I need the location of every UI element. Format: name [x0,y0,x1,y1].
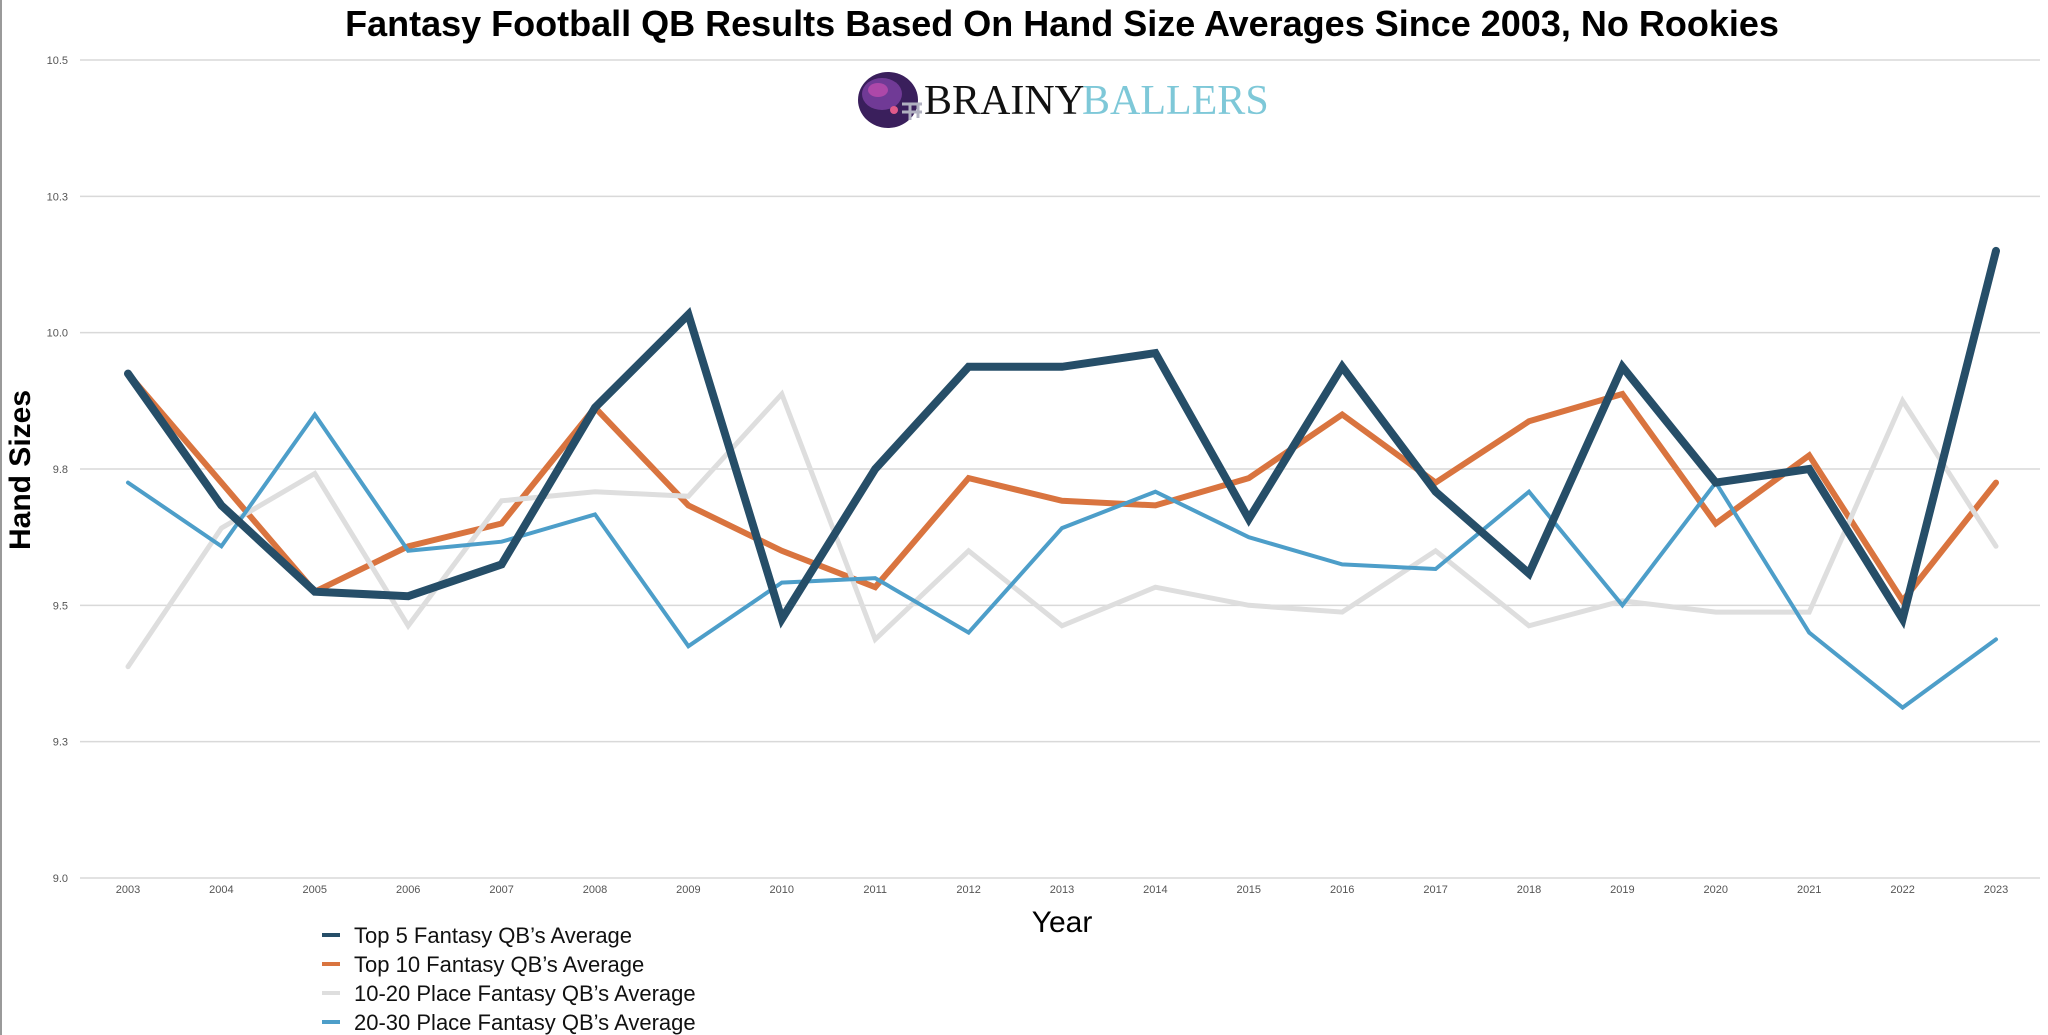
y-tick-label: 9.0 [53,873,68,885]
y-axis-label: Hand Sizes [4,390,37,550]
x-tick-labels: 2003 2004 2005 2006 2007 2008 2009 2010 2011 2012… [116,884,2008,896]
legend: Top 5 Fantasy QB’s Average Top 10 Fantasy… [322,923,696,1035]
x-tick-label: 2021 [1797,884,1821,896]
x-tick-label: 2003 [116,884,140,896]
legend-label: Top 5 Fantasy QB’s Average [354,923,632,948]
x-tick-label: 2022 [1890,884,1914,896]
x-tick-label: 2011 [863,884,887,896]
chart-title: Fantasy Football QB Results Based On Han… [345,3,1779,44]
logo-text-secondary: BALLERS [1082,78,1269,124]
x-tick-label: 2004 [209,884,233,896]
x-tick-label: 2005 [303,884,327,896]
y-tick-label: 10.5 [47,55,68,67]
series-lines [124,246,2000,711]
legend-label: 20-30 Place Fantasy QB’s Average [354,1010,696,1035]
x-tick-label: 2020 [1704,884,1728,896]
y-tick-label: 9.3 [53,737,68,749]
y-tick-label: 9.8 [53,464,68,476]
x-tick-label: 2009 [676,884,700,896]
x-tick-label: 2017 [1423,884,1447,896]
gridlines [80,59,2040,879]
football-helmet-icon [858,72,922,128]
left-frame-border [0,0,2,1035]
y-tick-label: 10.3 [47,191,68,203]
series-line-2 [126,411,1998,711]
x-tick-label: 2010 [770,884,794,896]
x-tick-label: 2008 [583,884,607,896]
brand-logo: BRAINY BALLERS [858,72,1269,128]
x-tick-label: 2015 [1237,884,1261,896]
series-line-0 [125,370,1999,606]
y-tick-label: 9.5 [53,600,68,612]
x-tick-label: 2018 [1517,884,1541,896]
series-line-3 [124,246,2000,630]
x-tick-label: 2012 [956,884,980,896]
legend-label: 10-20 Place Fantasy QB’s Average [354,981,696,1006]
legend-label: Top 10 Fantasy QB’s Average [354,952,644,977]
x-tick-label: 2007 [489,884,513,896]
logo-text-primary: BRAINY [924,78,1085,124]
x-tick-label: 2014 [1143,884,1167,896]
x-tick-label: 2016 [1330,884,1354,896]
x-tick-label: 2006 [396,884,420,896]
x-tick-label: 2019 [1610,884,1634,896]
y-tick-labels: 9.0 9.3 9.5 9.8 10.0 10.3 10.5 [47,55,68,885]
x-axis-label: Year [1032,906,1093,939]
y-tick-label: 10.0 [47,328,68,340]
x-tick-label: 2023 [1984,884,2008,896]
x-tick-label: 2013 [1050,884,1074,896]
